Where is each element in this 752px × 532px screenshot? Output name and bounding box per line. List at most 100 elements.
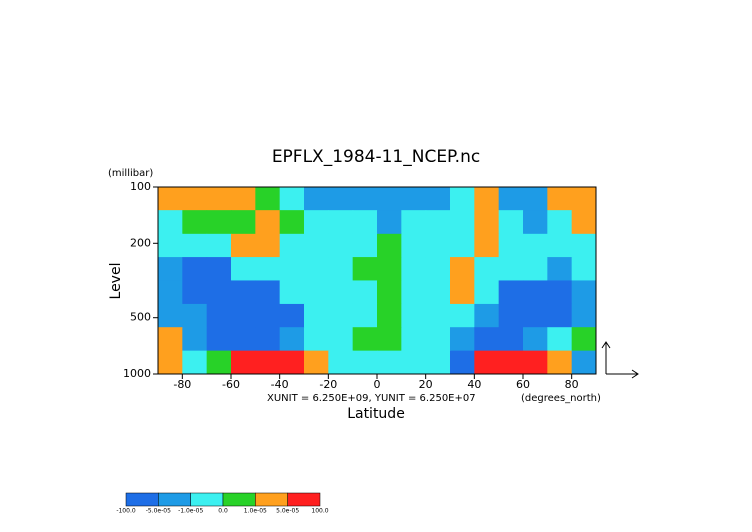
contour-cell <box>377 327 402 352</box>
y-axis-label: Level <box>108 263 124 300</box>
contour-cell <box>304 327 329 352</box>
contour-cell <box>474 303 500 328</box>
contour-cell <box>547 327 573 352</box>
contour-cell <box>206 280 232 305</box>
contour-cell <box>231 350 256 375</box>
y-tick-label: 500 <box>130 311 151 324</box>
contour-cell <box>547 303 573 328</box>
contour-cell <box>279 233 305 258</box>
contour-cell <box>328 233 354 258</box>
contour-cell <box>571 280 597 305</box>
contour-cell <box>498 280 524 305</box>
contour-cell <box>279 187 305 211</box>
contour-cell <box>206 303 232 328</box>
x-axis-label: Latitude <box>347 406 405 422</box>
contour-cell <box>571 233 597 258</box>
colorbar-box <box>222 492 256 507</box>
contour-cell <box>498 350 524 375</box>
contour-cell <box>158 280 183 305</box>
reference-arrows <box>601 341 639 379</box>
contour-cell <box>450 233 475 258</box>
contour-cell <box>523 187 548 211</box>
contour-cell <box>401 233 427 258</box>
contour-cell <box>304 257 329 281</box>
annotation: XUNIT = 6.250E+09, YUNIT = 6.250E+07 <box>267 393 476 404</box>
contour-cell <box>304 187 329 211</box>
contour-cell <box>450 327 475 352</box>
contour-cell <box>547 350 573 375</box>
contour-cell <box>547 187 573 211</box>
contour-cell <box>328 303 354 328</box>
contour-cell <box>255 350 281 375</box>
colorbar-label: -5.0e-05 <box>146 508 171 515</box>
contour-cell <box>425 303 451 328</box>
y-units: (millibar) <box>108 168 153 179</box>
contour-cell <box>231 187 256 211</box>
contour-cell <box>425 257 451 281</box>
contour-cell <box>401 303 427 328</box>
x-tick-label: -40 <box>271 378 289 391</box>
contour-cell <box>547 257 573 281</box>
contour-cell <box>377 233 402 258</box>
contour-cell <box>377 350 402 375</box>
contour-cell <box>255 210 281 235</box>
contour-cell <box>231 303 256 328</box>
colorbar-label: 1.0e-05 <box>244 508 267 515</box>
contour-cell <box>206 350 232 375</box>
contour-cell <box>206 187 232 211</box>
x-tick-label: 40 <box>467 378 481 391</box>
contour-cell <box>206 233 232 258</box>
contour-cell <box>498 303 524 328</box>
contour-cell <box>450 280 475 305</box>
colorbar-label: 5.0e-05 <box>276 508 299 515</box>
contour-cell <box>450 257 475 281</box>
contour-cell <box>352 233 378 258</box>
colorbar-label: -100.0 <box>116 508 136 515</box>
contour-cell <box>158 233 183 258</box>
contour-cell <box>401 350 427 375</box>
contour-cell <box>206 210 232 235</box>
contour-cell <box>182 187 208 211</box>
contour-cell <box>279 280 305 305</box>
contour-cell <box>182 327 208 352</box>
contour-cell <box>231 210 256 235</box>
contour-cell <box>304 233 329 258</box>
contour-cell <box>182 303 208 328</box>
contour-cell <box>377 210 402 235</box>
contour-cell <box>328 327 354 352</box>
contour-cell <box>158 303 183 328</box>
colorbar-label: 100.0 <box>311 508 328 515</box>
x-units: (degrees_north) <box>521 393 601 404</box>
contour-cell <box>523 257 548 281</box>
chart-title: EPFLX_1984-11_NCEP.nc <box>272 147 480 167</box>
contour-cell <box>328 210 354 235</box>
contour-cell <box>523 350 548 375</box>
contour-cell <box>304 280 329 305</box>
contour-cell <box>279 350 305 375</box>
contour-cell <box>425 210 451 235</box>
colorbar-label: 0.0 <box>218 508 228 515</box>
x-tick-label: 80 <box>565 378 579 391</box>
contour-cell <box>450 210 475 235</box>
contour-cell <box>352 350 378 375</box>
contour-cell <box>547 210 573 235</box>
contour-cell <box>206 327 232 352</box>
contour-cell <box>279 327 305 352</box>
contour-cell <box>571 303 597 328</box>
contour-cell <box>352 303 378 328</box>
contour-cell <box>158 350 183 375</box>
contour-cell <box>498 233 524 258</box>
x-tick-label: -80 <box>173 378 191 391</box>
y-tick-label: 100 <box>130 180 151 193</box>
contour-cell <box>158 187 183 211</box>
x-tick-label: -60 <box>222 378 240 391</box>
contour-cell <box>377 303 402 328</box>
contour-cell <box>474 233 500 258</box>
contour-cell <box>182 233 208 258</box>
contour-cell <box>206 257 232 281</box>
contour-cell <box>425 327 451 352</box>
contour-cell <box>182 350 208 375</box>
contour-cell <box>474 280 500 305</box>
contour-cell <box>425 187 451 211</box>
contour-cell <box>182 280 208 305</box>
